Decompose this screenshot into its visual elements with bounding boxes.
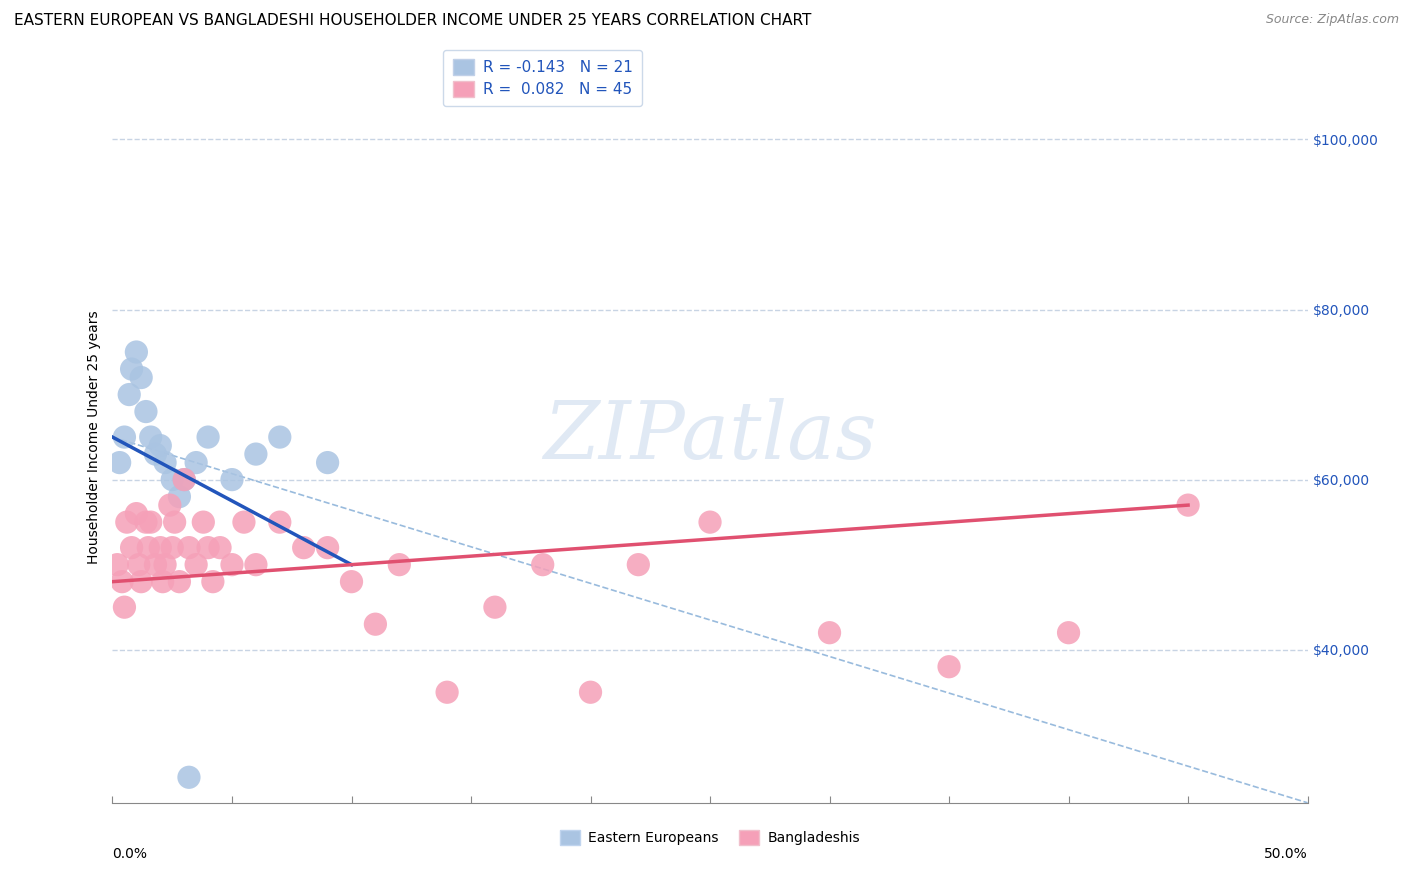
Point	[292, 541, 315, 555]
Point	[145, 447, 167, 461]
Point	[1057, 625, 1080, 640]
Point	[139, 515, 162, 529]
Point	[138, 541, 160, 555]
Point	[169, 574, 191, 589]
Point	[364, 617, 387, 632]
Point	[153, 456, 176, 470]
Point	[316, 541, 339, 555]
Point	[149, 439, 172, 453]
Point	[186, 456, 208, 470]
Point	[125, 507, 148, 521]
Text: Source: ZipAtlas.com: Source: ZipAtlas.com	[1265, 13, 1399, 27]
Point	[115, 515, 138, 529]
Point	[162, 473, 183, 487]
Point	[484, 600, 506, 615]
Point	[245, 558, 267, 572]
Point	[159, 498, 181, 512]
Point	[197, 430, 219, 444]
Point	[233, 515, 256, 529]
Point	[579, 685, 602, 699]
Point	[173, 473, 195, 487]
Point	[531, 558, 554, 572]
Point	[169, 490, 191, 504]
Point	[129, 574, 152, 589]
Point	[938, 659, 960, 673]
Point	[108, 456, 131, 470]
Y-axis label: Householder Income Under 25 years: Householder Income Under 25 years	[87, 310, 101, 564]
Point	[163, 515, 186, 529]
Point	[128, 558, 150, 572]
Point	[193, 515, 215, 529]
Point	[139, 430, 162, 444]
Point	[269, 430, 291, 444]
Text: ZIPatlas: ZIPatlas	[543, 399, 877, 475]
Point	[177, 770, 200, 784]
Legend: Eastern Europeans, Bangladeshis: Eastern Europeans, Bangladeshis	[555, 825, 865, 851]
Point	[340, 574, 363, 589]
Point	[121, 541, 143, 555]
Point	[162, 541, 183, 555]
Point	[173, 473, 195, 487]
Point	[388, 558, 411, 572]
Point	[135, 404, 157, 418]
Point	[177, 541, 200, 555]
Point	[269, 515, 291, 529]
Point	[1177, 498, 1199, 512]
Point	[436, 685, 458, 699]
Point	[121, 362, 143, 376]
Point	[197, 541, 219, 555]
Point	[111, 574, 134, 589]
Point	[125, 345, 148, 359]
Point	[118, 387, 141, 401]
Point	[221, 558, 243, 572]
Point	[153, 558, 176, 572]
Point	[149, 541, 172, 555]
Point	[152, 574, 174, 589]
Point	[245, 447, 267, 461]
Point	[114, 600, 135, 615]
Point	[186, 558, 208, 572]
Point	[209, 541, 232, 555]
Point	[201, 574, 224, 589]
Point	[221, 473, 243, 487]
Point	[114, 430, 135, 444]
Text: EASTERN EUROPEAN VS BANGLADESHI HOUSEHOLDER INCOME UNDER 25 YEARS CORRELATION CH: EASTERN EUROPEAN VS BANGLADESHI HOUSEHOL…	[14, 13, 811, 29]
Point	[818, 625, 841, 640]
Point	[105, 558, 128, 572]
Point	[316, 456, 339, 470]
Point	[627, 558, 650, 572]
Text: 0.0%: 0.0%	[112, 847, 148, 861]
Point	[145, 558, 167, 572]
Point	[699, 515, 721, 529]
Point	[135, 515, 157, 529]
Point	[129, 370, 152, 384]
Text: 50.0%: 50.0%	[1264, 847, 1308, 861]
